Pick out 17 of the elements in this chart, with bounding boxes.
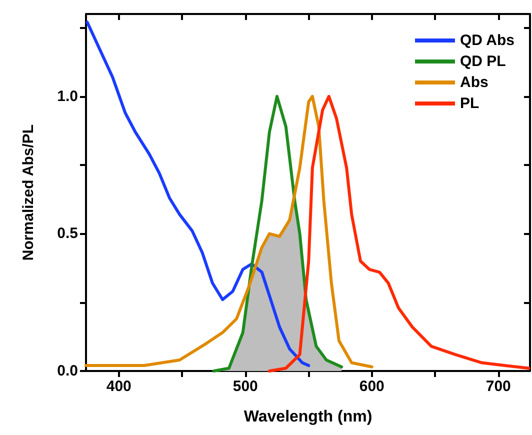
y-tick-label: 0.5 xyxy=(57,225,78,242)
legend-label: QD PL xyxy=(460,53,506,70)
line-series xyxy=(212,94,344,372)
line-series xyxy=(268,94,530,372)
x-tick-label: 600 xyxy=(359,378,384,395)
legend-label: QD Abs xyxy=(460,32,514,49)
x-tick-label: 500 xyxy=(232,378,258,395)
y-axis-title: Normalized Abs/PL xyxy=(20,124,37,261)
line-series xyxy=(84,94,374,368)
x-tick-label: 700 xyxy=(486,378,511,395)
y-tick-label: 0.0 xyxy=(57,362,78,380)
legend-label: Abs xyxy=(460,74,488,91)
x-axis-title: Wavelength (nm) xyxy=(244,408,372,426)
legend-label: PL xyxy=(460,95,480,112)
y-tick-label: 1.0 xyxy=(57,88,78,105)
x-tick-label: 400 xyxy=(106,378,132,395)
line-series xyxy=(86,20,310,368)
